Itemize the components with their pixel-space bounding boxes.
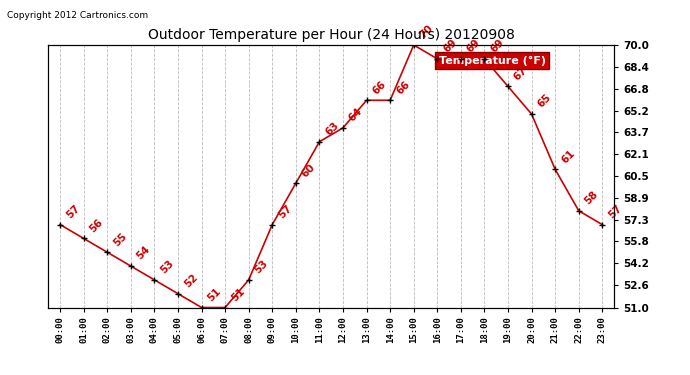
- Text: 66: 66: [394, 79, 412, 96]
- Text: 53: 53: [253, 258, 270, 276]
- Text: 57: 57: [607, 203, 624, 220]
- Text: 53: 53: [159, 258, 176, 276]
- Text: 67: 67: [512, 65, 530, 82]
- Text: 54: 54: [135, 244, 152, 262]
- Text: 52: 52: [182, 272, 199, 290]
- Text: 70: 70: [418, 23, 435, 41]
- Text: 58: 58: [583, 189, 600, 207]
- Text: 69: 69: [489, 38, 506, 55]
- Text: 61: 61: [560, 148, 577, 165]
- Text: 56: 56: [88, 217, 105, 234]
- Text: 57: 57: [277, 203, 294, 220]
- Text: 57: 57: [64, 203, 81, 220]
- Text: 51: 51: [206, 286, 223, 303]
- Text: 60: 60: [300, 162, 317, 179]
- Text: 65: 65: [535, 93, 553, 110]
- Title: Outdoor Temperature per Hour (24 Hours) 20120908: Outdoor Temperature per Hour (24 Hours) …: [148, 28, 515, 42]
- Text: 69: 69: [465, 38, 482, 55]
- Text: 69: 69: [442, 38, 459, 55]
- Text: 63: 63: [324, 120, 341, 138]
- Text: Copyright 2012 Cartronics.com: Copyright 2012 Cartronics.com: [7, 11, 148, 20]
- Text: 55: 55: [111, 231, 129, 248]
- Text: 64: 64: [347, 106, 364, 124]
- Text: 66: 66: [371, 79, 388, 96]
- Text: 51: 51: [229, 286, 246, 303]
- Text: Temperature (°F): Temperature (°F): [439, 56, 546, 66]
